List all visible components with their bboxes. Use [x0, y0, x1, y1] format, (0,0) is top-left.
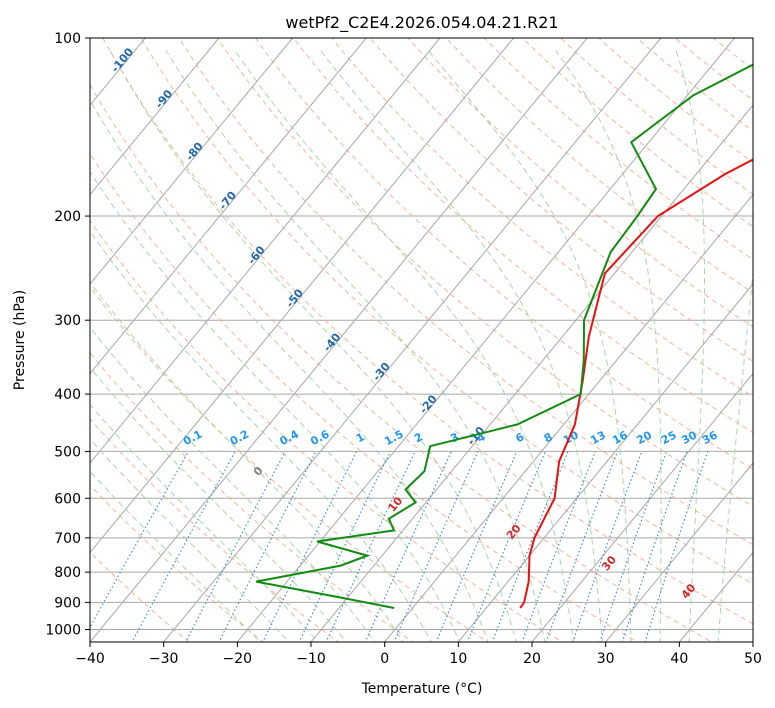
y-tick-label: 700	[54, 531, 81, 547]
mixing-ratio-line	[466, 451, 546, 642]
mixing-ratio-line	[521, 451, 597, 642]
x-tick-label: 10	[449, 651, 467, 667]
isotherm-line	[90, 38, 367, 375]
y-tick-label: 900	[54, 595, 81, 611]
moist-adiabat-line	[90, 366, 347, 642]
y-tick-label: 600	[54, 491, 81, 507]
moist-adiabat-line	[234, 50, 575, 642]
dry-adiabat-line	[483, 38, 753, 261]
dry-adiabat-line	[254, 38, 753, 470]
x-tick-label: −20	[223, 651, 253, 667]
dry-adiabat-line	[445, 38, 753, 294]
moist-adiabat-line	[165, 50, 546, 642]
mixing-ratio-line	[491, 451, 569, 642]
mixing-ratio-label: 16	[610, 428, 630, 447]
mixing-ratio-line	[90, 451, 189, 629]
y-tick-label: 800	[54, 565, 81, 581]
y-tick-label: 1000	[45, 622, 81, 638]
dewpoint-profile-line	[255, 63, 753, 609]
isotherms	[90, 38, 753, 642]
chart-title: wetPf2_C2E4.2026.054.04.21.R21	[285, 13, 558, 33]
dry-adiabat-line	[102, 38, 753, 625]
moist-adiabat-line	[320, 50, 603, 642]
dry-adiabat-line	[559, 38, 753, 195]
y-tick-label: 100	[54, 31, 81, 47]
mixing-ratio-label: 36	[700, 428, 720, 447]
moist-adiabat-line	[90, 403, 319, 642]
dry-adiabat-line	[90, 152, 639, 642]
moist-adiabat-line	[109, 50, 518, 642]
dry-adiabat-line	[90, 484, 265, 642]
mixing-ratio-label: 13	[588, 428, 608, 447]
moist-adiabat-line	[90, 230, 432, 642]
isotherm-line	[90, 38, 293, 285]
dry-adiabat-line	[90, 219, 564, 642]
mixing-ratio-line	[393, 451, 479, 642]
mixing-ratio-label: 25	[659, 428, 679, 447]
x-tick-label: 40	[670, 651, 688, 667]
dry-adiabat-line	[90, 83, 713, 642]
mixing-ratio-line	[218, 451, 317, 642]
temperature-profile-line	[519, 158, 753, 609]
x-tick-label: 0	[380, 651, 389, 667]
y-tick-label: 500	[54, 444, 81, 460]
mixing-ratio-label: 30	[679, 428, 699, 447]
isotherm-line	[90, 38, 588, 642]
mixing-ratio-line	[298, 451, 391, 642]
y-tick-label: 400	[54, 387, 81, 403]
isotherm-line	[605, 462, 753, 642]
x-tick-label: 50	[744, 651, 762, 667]
x-tick-label: −30	[149, 651, 179, 667]
moist-adiabat-line	[717, 267, 753, 642]
mixing-ratio-line	[364, 451, 452, 642]
isotherm-line	[384, 193, 753, 642]
mixing-ratio-line	[435, 451, 518, 642]
mixing-ratio-line	[325, 451, 416, 642]
moist-adiabats	[90, 50, 753, 642]
y-tick-label: 200	[54, 209, 81, 225]
moist-adiabat-line	[90, 326, 376, 642]
moist-adiabat-line	[90, 170, 461, 642]
moist-adiabat-line	[555, 50, 662, 642]
dry-adiabats	[90, 38, 753, 642]
isotherm-line	[310, 104, 753, 642]
x-axis-ticks: −40 −30 −20 −10 0 10 20 30 40 50	[75, 642, 762, 667]
mixing-ratio-line	[262, 451, 358, 642]
plot-frame	[89, 37, 754, 643]
isotherm-line	[90, 38, 220, 196]
x-tick-label: −40	[75, 651, 105, 667]
x-axis-title: Temperature (°C)	[361, 681, 483, 697]
dry-adiabat-line	[178, 38, 753, 546]
moist-adiabat-line	[90, 281, 404, 642]
y-tick-label: 300	[54, 313, 81, 329]
dry-adiabat-line	[90, 418, 340, 642]
isotherm-line	[90, 38, 514, 554]
isotherm-line	[457, 283, 753, 642]
mixing-ratio-line	[644, 451, 709, 642]
dry-adiabat-line	[598, 38, 753, 164]
dry-adiabat-line	[140, 38, 753, 585]
plot-area: -100-90-80-70-60-50-40-30-20-100.1 0.2 0.4…	[90, 38, 753, 642]
mixing-ratio-label: 10	[561, 428, 581, 447]
isotherm-line	[90, 38, 441, 464]
dry-adiabat-line	[90, 286, 489, 642]
moist-adiabat-line	[675, 50, 705, 642]
x-tick-label: 30	[597, 651, 615, 667]
isotherm-line	[531, 372, 753, 642]
dry-adiabat-line	[292, 38, 753, 434]
mixing-ratio-lines	[90, 451, 709, 642]
y-axis-ticks: 100 200 300 400 500 600 700 800 900 1000	[45, 31, 90, 638]
x-tick-label: 20	[523, 651, 541, 667]
mixing-ratio-label: 20	[634, 428, 654, 447]
isotherm-line	[163, 38, 662, 642]
dry-adiabat-line	[216, 38, 753, 508]
y-axis-title: Pressure (hPa)	[12, 290, 28, 390]
moist-adiabat-line	[90, 99, 489, 642]
x-tick-label: −10	[296, 651, 326, 667]
